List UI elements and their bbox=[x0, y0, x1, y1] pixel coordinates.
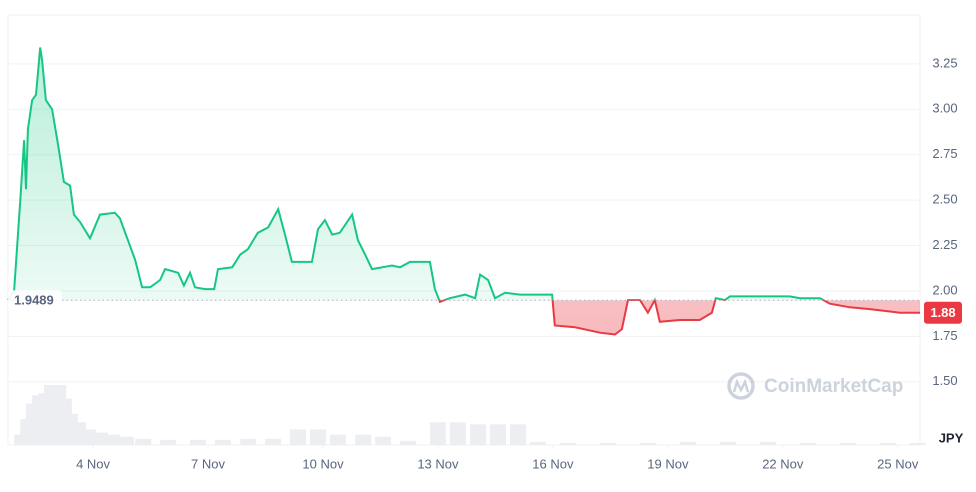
volume-bar bbox=[839, 442, 856, 445]
x-tick-label: 25 Nov bbox=[877, 456, 919, 471]
volume-bar bbox=[879, 442, 896, 445]
volume-bar bbox=[470, 424, 487, 445]
volume-bar bbox=[639, 442, 656, 445]
volume-bar bbox=[135, 438, 152, 445]
volume-bar bbox=[190, 439, 207, 445]
volume-bar bbox=[329, 434, 346, 445]
volume-bar bbox=[355, 434, 372, 445]
volume-bar bbox=[529, 441, 546, 445]
volume-bar bbox=[265, 438, 282, 445]
volume-bar bbox=[104, 434, 121, 445]
volume-bar bbox=[309, 429, 326, 445]
y-tick-label: 2.50 bbox=[932, 192, 957, 207]
volume-bar bbox=[117, 436, 134, 445]
area-down bbox=[8, 300, 920, 335]
volume-bar bbox=[509, 424, 526, 445]
volume-bar bbox=[800, 442, 817, 445]
volume-bar bbox=[290, 429, 307, 445]
area-up bbox=[8, 47, 824, 301]
y-tick-label: 3.25 bbox=[932, 55, 957, 70]
volume-bar bbox=[214, 439, 231, 445]
baseline-tag bbox=[8, 290, 62, 311]
y-tick-label: 1.50 bbox=[932, 373, 957, 388]
x-tick-label: 22 Nov bbox=[762, 456, 804, 471]
price-line-up bbox=[7, 47, 826, 301]
x-tick-label: 16 Nov bbox=[532, 456, 574, 471]
y-tick-label: 2.25 bbox=[932, 237, 957, 252]
watermark-text: CoinMarketCap bbox=[764, 376, 903, 397]
x-tick-label: 19 Nov bbox=[647, 456, 689, 471]
volume-bar bbox=[490, 424, 507, 445]
volume-bar bbox=[91, 432, 108, 445]
volume-bar bbox=[600, 442, 617, 445]
volume-bar bbox=[240, 438, 257, 445]
y-tick-label: 2.75 bbox=[932, 146, 957, 161]
price-line-down bbox=[8, 300, 920, 336]
volume-bar bbox=[160, 439, 177, 445]
y-tick-label: 3.00 bbox=[932, 101, 957, 116]
volume-bar bbox=[375, 436, 392, 445]
volume-bar bbox=[429, 422, 446, 445]
current-price-tag bbox=[924, 301, 962, 324]
volume-bar bbox=[679, 441, 696, 445]
volume-bar bbox=[449, 422, 466, 445]
y-tick-label: 1.75 bbox=[932, 328, 957, 343]
volume-bar bbox=[559, 442, 576, 445]
volume-bar bbox=[400, 440, 417, 445]
baseline-label: 1.9489 bbox=[14, 293, 54, 308]
x-tick-label: 7 Nov bbox=[191, 456, 225, 471]
x-tick-label: 10 Nov bbox=[302, 456, 344, 471]
x-tick-label: 13 Nov bbox=[417, 456, 459, 471]
watermark: CoinMarketCap bbox=[727, 372, 903, 400]
x-tick-label: 4 Nov bbox=[76, 456, 110, 471]
volume-bar bbox=[759, 441, 776, 445]
currency-label: JPY bbox=[939, 430, 964, 445]
current-price-label: 1.88 bbox=[930, 305, 955, 320]
y-tick-label: 2.00 bbox=[932, 282, 957, 297]
volume-bar bbox=[719, 441, 736, 445]
volume-bar bbox=[910, 442, 927, 445]
